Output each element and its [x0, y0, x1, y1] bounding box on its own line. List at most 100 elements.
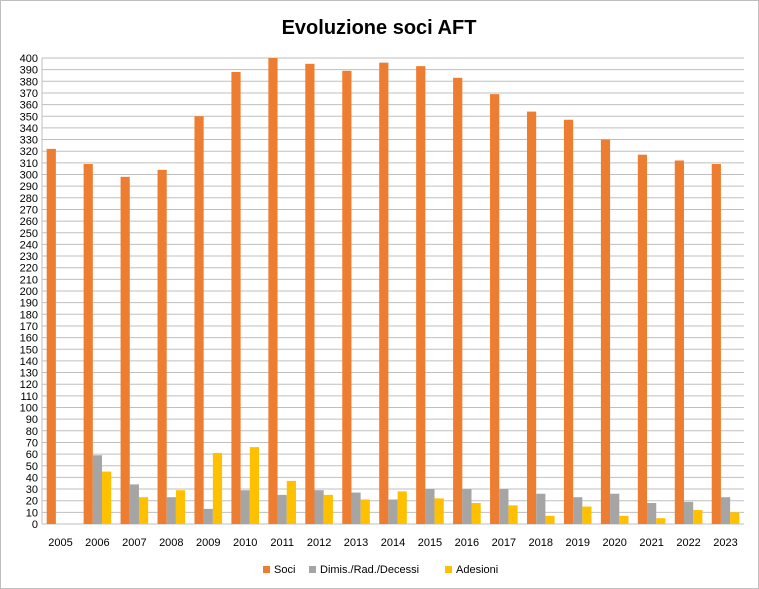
- y-tick-label: 200: [20, 286, 38, 298]
- bars: [46, 58, 740, 525]
- y-tick-label: 400: [20, 53, 38, 65]
- y-tick-label: 240: [20, 239, 38, 251]
- bar-soci-2021: [637, 154, 648, 524]
- y-tick-label: 80: [26, 426, 38, 438]
- y-tick-label: 150: [20, 344, 38, 356]
- bar-soci-2020: [600, 139, 611, 525]
- y-tick-label: 310: [20, 158, 38, 170]
- y-tick-label: 0: [32, 519, 38, 531]
- bar-dimis-rad-decessi-2010: [240, 490, 250, 524]
- bar-adesioni-2023: [730, 512, 740, 524]
- x-axis-ticks: 2005 2006 2007 2008 2009 2010 2011 2012 2013 2014…: [48, 537, 738, 549]
- x-tick-label: 2017: [492, 537, 516, 549]
- legend-label: Dimis./Rad./Decessi: [320, 564, 419, 576]
- y-tick-label: 30: [26, 484, 38, 496]
- y-tick-label: 60: [26, 449, 38, 461]
- bar-adesioni-2020: [619, 515, 629, 524]
- bar-soci-2010: [231, 71, 241, 524]
- x-tick-label: 2006: [85, 537, 109, 549]
- y-tick-label: 140: [20, 356, 38, 368]
- bar-soci-2017: [490, 94, 500, 525]
- bar-adesioni-2016: [471, 503, 481, 524]
- y-tick-label: 10: [26, 507, 38, 519]
- bar-soci-2022: [674, 160, 684, 524]
- bar-adesioni-2013: [360, 499, 370, 524]
- bar-adesioni-2012: [323, 494, 333, 524]
- legend-swatch: [263, 566, 270, 573]
- bar-adesioni-2009: [212, 452, 223, 524]
- x-tick-label: 2009: [196, 537, 220, 549]
- y-tick-label: 100: [20, 403, 38, 415]
- bar-dimis-rad-decessi-2015: [425, 489, 435, 524]
- bar-adesioni-2010: [249, 447, 260, 524]
- y-tick-label: 320: [20, 146, 38, 158]
- bar-adesioni-2021: [656, 518, 666, 524]
- bar-soci-2023: [711, 164, 721, 524]
- bar-dimis-rad-decessi-2016: [462, 489, 472, 524]
- y-tick-label: 40: [26, 472, 38, 484]
- y-tick-label: 330: [20, 135, 38, 147]
- bar-soci-2005: [46, 148, 56, 524]
- y-tick-label: 290: [20, 181, 38, 193]
- x-tick-label: 2007: [122, 537, 146, 549]
- y-tick-label: 220: [20, 263, 38, 275]
- y-tick-label: 90: [26, 414, 38, 426]
- y-tick-label: 250: [20, 228, 38, 240]
- bar-dimis-rad-decessi-2006: [92, 455, 103, 524]
- bar-dimis-rad-decessi-2012: [314, 490, 324, 524]
- bar-soci-2018: [526, 111, 537, 524]
- x-tick-label: 2012: [307, 537, 331, 549]
- bar-dimis-rad-decessi-2022: [683, 501, 694, 524]
- bar-soci-2008: [157, 169, 167, 524]
- bar-dimis-rad-decessi-2018: [536, 493, 546, 524]
- bar-dimis-rad-decessi-2009: [203, 508, 213, 524]
- bar-adesioni-2014: [397, 491, 407, 524]
- bar-adesioni-2017: [508, 505, 518, 524]
- x-tick-label: 2016: [455, 537, 479, 549]
- bar-dimis-rad-decessi-2008: [166, 497, 176, 524]
- y-tick-label: 300: [20, 170, 38, 182]
- legend-label: Adesioni: [456, 564, 498, 576]
- y-tick-label: 260: [20, 216, 38, 228]
- y-tick-label: 170: [20, 321, 38, 333]
- y-tick-label: 270: [20, 204, 38, 216]
- bar-adesioni-2015: [434, 498, 444, 524]
- bar-soci-2016: [453, 77, 463, 525]
- bar-soci-2009: [194, 116, 204, 524]
- x-tick-label: 2018: [529, 537, 553, 549]
- x-tick-label: 2020: [602, 537, 626, 549]
- x-tick-label: 2014: [381, 537, 405, 549]
- y-tick-label: 350: [20, 111, 38, 123]
- y-tick-label: 50: [26, 461, 38, 473]
- bar-adesioni-2011: [286, 480, 296, 524]
- y-tick-label: 230: [20, 251, 38, 263]
- bar-adesioni-2018: [545, 515, 555, 524]
- y-tick-label: 210: [20, 274, 38, 286]
- x-tick-label: 2023: [713, 537, 737, 549]
- bar-dimis-rad-decessi-2019: [573, 497, 583, 524]
- y-tick-label: 130: [20, 368, 38, 380]
- y-tick-label: 120: [20, 379, 38, 391]
- bar-soci-2013: [342, 70, 352, 524]
- bar-dimis-rad-decessi-2017: [499, 489, 509, 524]
- bar-soci-2007: [120, 176, 130, 524]
- y-tick-label: 370: [20, 88, 38, 100]
- chart-title: Evoluzione soci AFT: [282, 17, 477, 39]
- bar-adesioni-2006: [102, 471, 112, 524]
- y-tick-label: 280: [20, 193, 38, 205]
- bar-adesioni-2022: [693, 510, 703, 524]
- bar-soci-2019: [563, 119, 574, 525]
- bar-adesioni-2008: [175, 490, 186, 524]
- bar-soci-2006: [83, 164, 93, 524]
- y-tick-label: 180: [20, 309, 38, 321]
- legend-label: Soci: [274, 564, 295, 576]
- x-tick-label: 2005: [48, 537, 72, 549]
- legend-swatch: [309, 566, 316, 573]
- bar-soci-2014: [379, 62, 389, 524]
- x-tick-label: 2013: [344, 537, 368, 549]
- x-tick-label: 2021: [639, 537, 663, 549]
- y-tick-label: 70: [26, 437, 38, 449]
- y-tick-label: 190: [20, 298, 38, 310]
- bar-soci-2015: [416, 66, 426, 524]
- x-tick-label: 2010: [233, 537, 257, 549]
